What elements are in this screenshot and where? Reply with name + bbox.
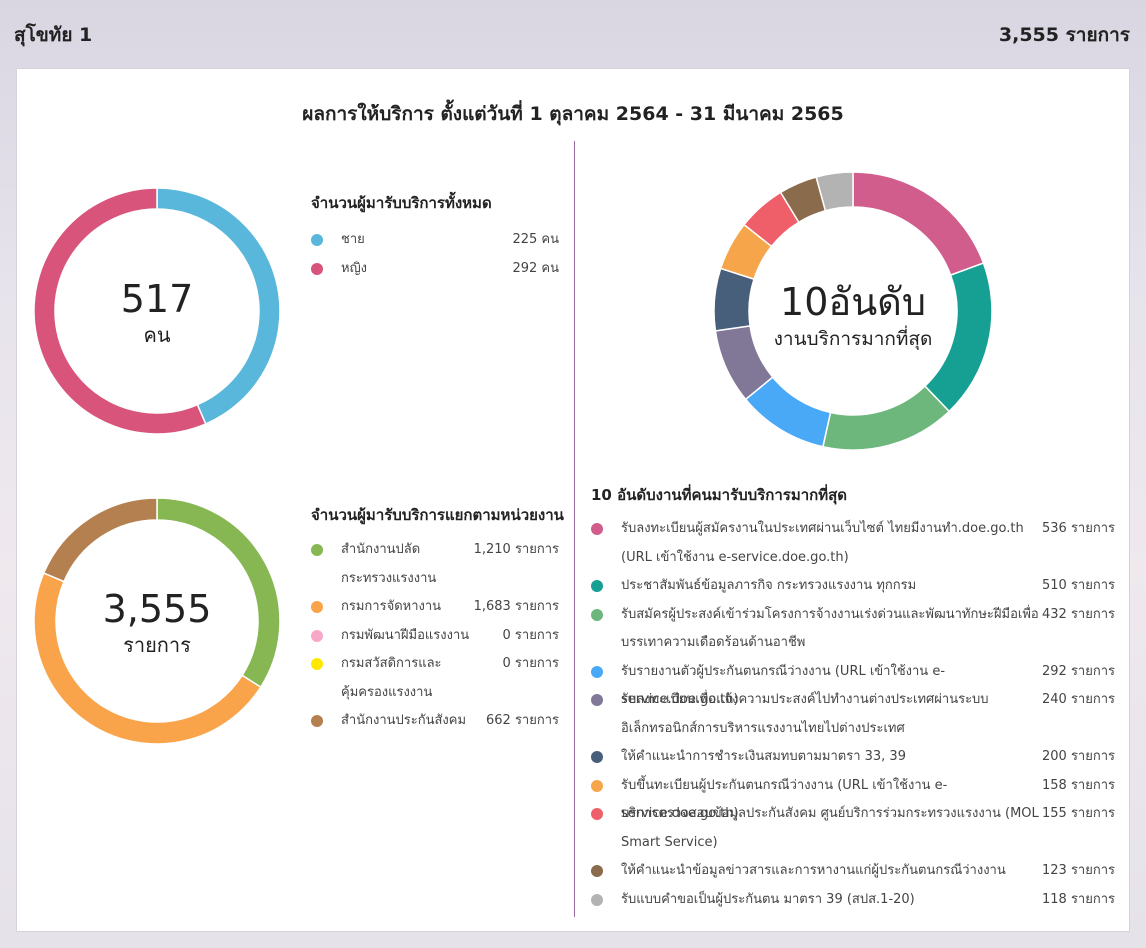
top10-value: 123 รายการ <box>1042 863 1115 878</box>
legend-dot <box>591 523 603 535</box>
agency-legend-title: จำนวนผู้มารับบริการแยกตามหน่วยงาน <box>311 506 564 524</box>
agency-total: 3,555 <box>102 587 212 631</box>
legend-dot <box>311 715 323 727</box>
legend-item: กรมพัฒนาฝีมือแรงงาน 0 รายการ <box>311 622 559 651</box>
top10-value: 155 รายการ <box>1042 806 1115 821</box>
legend-item: สำนักงานปลัดกระทรวงแรงงาน 1,210 รายการ <box>311 536 559 593</box>
location-title: สุโขทัย 1 <box>14 24 93 46</box>
legend-dot <box>591 608 603 621</box>
top10-label: รับสมัครผู้ประสงค์เข้าร่วมโครงการจ้างงาน… <box>621 606 1039 651</box>
legend-label: ชาย <box>341 232 365 247</box>
legend-dot <box>591 694 603 706</box>
top10-value: 536 รายการ <box>1042 521 1115 536</box>
agency-unit: รายการ <box>123 633 191 657</box>
gender-donut: 517 คน <box>33 187 281 435</box>
top10-label: บริการตรวจสอบข้อมูลประกันสังคม ศูนย์บริก… <box>621 806 1039 850</box>
legend-value: 0 รายการ <box>502 656 559 671</box>
top10-label: ให้คำแนะนำข้อมูลข่าวสารและการหางานแก่ผู้… <box>621 863 1006 878</box>
top10-item: ให้คำแนะนำข้อมูลข่าวสารและการหางานแก่ผู้… <box>591 857 1115 886</box>
gender-total: 517 <box>120 277 194 321</box>
legend-dot <box>591 893 603 906</box>
top10-item: บริการตรวจสอบข้อมูลประกันสังคม ศูนย์บริก… <box>591 800 1115 857</box>
legend-label: สำนักงานประกันสังคม <box>341 713 467 728</box>
top10-donut: 10อันดับ งานบริการมากที่สุด <box>713 171 993 451</box>
top10-label: รับรายงานตัวผู้ประกันตนกรณีว่างงาน (URL … <box>621 663 946 708</box>
top10-center-title: 10อันดับ <box>780 280 926 324</box>
top10-item: ประชาสัมพันธ์ข้อมูลภารกิจ กระทรวงแรงงาน … <box>591 572 1115 601</box>
top10-value: 200 รายการ <box>1042 749 1115 764</box>
top10-value: 240 รายการ <box>1042 692 1115 707</box>
top10-list: รับลงทะเบียนผู้สมัครงานในประเทศผ่านเว็บไ… <box>591 515 1115 914</box>
legend-label: หญิง <box>341 260 367 276</box>
legend-value: 225 คน <box>512 232 559 247</box>
legend-dot <box>311 629 323 642</box>
legend-dot <box>311 658 323 670</box>
top10-donut-svg <box>713 171 993 451</box>
top10-item: รับลงทะเบียนเพื่อแจ้งความประสงค์ไปทำงานต… <box>591 686 1115 743</box>
top10-label: ให้คำแนะนำการชำระเงินสมทบตามมาตรา 33, 39 <box>621 749 906 764</box>
agency-legend: สำนักงานปลัดกระทรวงแรงงาน 1,210 รายการ ก… <box>311 536 559 736</box>
top10-item: รับขึ้นทะเบียนผู้ประกันตนกรณีว่างงาน (UR… <box>591 772 1115 821</box>
total-count: 3,555 รายการ <box>998 24 1130 46</box>
report-title: ผลการให้บริการ ตั้งแต่วันที่ 1 ตุลาคม 25… <box>302 103 844 125</box>
legend-label: สำนักงานปลัดกระทรวงแรงงาน <box>341 542 437 586</box>
legend-label: กรมพัฒนาฝีมือแรงงาน <box>341 627 470 643</box>
top10-item: รับแบบคำขอเป็นผู้ประกันตน มาตรา 39 (สปส.… <box>591 886 1115 915</box>
gender-legend: ชาย 225 คน หญิง 292 คน <box>311 226 559 283</box>
top10-label: รับลงทะเบียนเพื่อแจ้งความประสงค์ไปทำงานต… <box>621 692 989 736</box>
gender-unit: คน <box>143 323 171 347</box>
top10-label: รับแบบคำขอเป็นผู้ประกันตน มาตรา 39 (สปส.… <box>621 891 915 907</box>
legend-dot <box>311 262 323 275</box>
legend-dot <box>591 665 603 678</box>
legend-dot <box>591 865 603 877</box>
legend-label: กรมการจัดหางาน <box>341 599 442 614</box>
top10-value: 158 รายการ <box>1042 777 1115 793</box>
gender-slice-2[interactable] <box>33 187 207 435</box>
agency-donut-svg <box>33 497 281 745</box>
vertical-divider <box>574 141 575 917</box>
top10-slice-10[interactable] <box>815 171 854 212</box>
top10-slice-1[interactable] <box>852 171 985 277</box>
report-card: ผลการให้บริการ ตั้งแต่วันที่ 1 ตุลาคม 25… <box>16 68 1130 932</box>
legend-dot <box>311 601 323 613</box>
legend-item: สำนักงานประกันสังคม 662 รายการ <box>311 707 559 736</box>
legend-dot <box>311 234 323 246</box>
top10-value: 432 รายการ <box>1042 606 1115 622</box>
legend-value: 292 คน <box>512 260 559 276</box>
top10-value: 510 รายการ <box>1042 578 1115 593</box>
top10-center-subtitle: งานบริการมากที่สุด <box>773 328 933 350</box>
legend-value: 0 รายการ <box>502 627 559 643</box>
top10-label: ประชาสัมพันธ์ข้อมูลภารกิจ กระทรวงแรงงาน … <box>621 578 917 593</box>
legend-dot <box>311 544 323 556</box>
gender-donut-svg <box>33 187 281 435</box>
gender-legend-title: จำนวนผู้มารับบริการทั้งหมด <box>311 194 492 212</box>
top10-label: รับขึ้นทะเบียนผู้ประกันตนกรณีว่างงาน (UR… <box>621 777 948 822</box>
top10-slice-3[interactable] <box>822 385 951 451</box>
legend-item: กรมสวัสดิการและคุ้มครองแรงงาน 0 รายการ <box>311 650 559 707</box>
top10-item: รับสมัครผู้ประสงค์เข้าร่วมโครงการจ้างงาน… <box>591 601 1115 658</box>
legend-dot <box>591 580 603 592</box>
top10-item: รับรายงานตัวผู้ประกันตนกรณีว่างงาน (URL … <box>591 658 1115 707</box>
top10-value: 292 รายการ <box>1042 663 1115 679</box>
legend-dot <box>591 779 603 792</box>
top10-list-title: 10 อันดับงานที่คนมารับบริการมากที่สุด <box>591 486 848 504</box>
legend-dot <box>591 751 603 763</box>
legend-value: 662 รายการ <box>486 713 559 728</box>
top-bar: สุโขทัย 1 3,555 รายการ <box>0 0 1146 66</box>
top10-value: 118 รายการ <box>1042 891 1115 907</box>
top10-label: รับลงทะเบียนผู้สมัครงานในประเทศผ่านเว็บไ… <box>621 521 1024 565</box>
top10-item: ให้คำแนะนำการชำระเงินสมทบตามมาตรา 33, 39… <box>591 743 1115 772</box>
legend-label: กรมสวัสดิการและคุ้มครองแรงงาน <box>341 656 442 700</box>
top10-item: รับลงทะเบียนผู้สมัครงานในประเทศผ่านเว็บไ… <box>591 515 1115 572</box>
legend-value: 1,683 รายการ <box>473 599 559 614</box>
agency-slice-5[interactable] <box>42 497 158 583</box>
legend-value: 1,210 รายการ <box>473 542 559 557</box>
legend-item: ชาย 225 คน <box>311 226 559 255</box>
legend-dot <box>591 808 603 820</box>
agency-donut: 3,555 รายการ <box>33 497 281 745</box>
legend-item: หญิง 292 คน <box>311 255 559 284</box>
legend-item: กรมการจัดหางาน 1,683 รายการ <box>311 593 559 622</box>
